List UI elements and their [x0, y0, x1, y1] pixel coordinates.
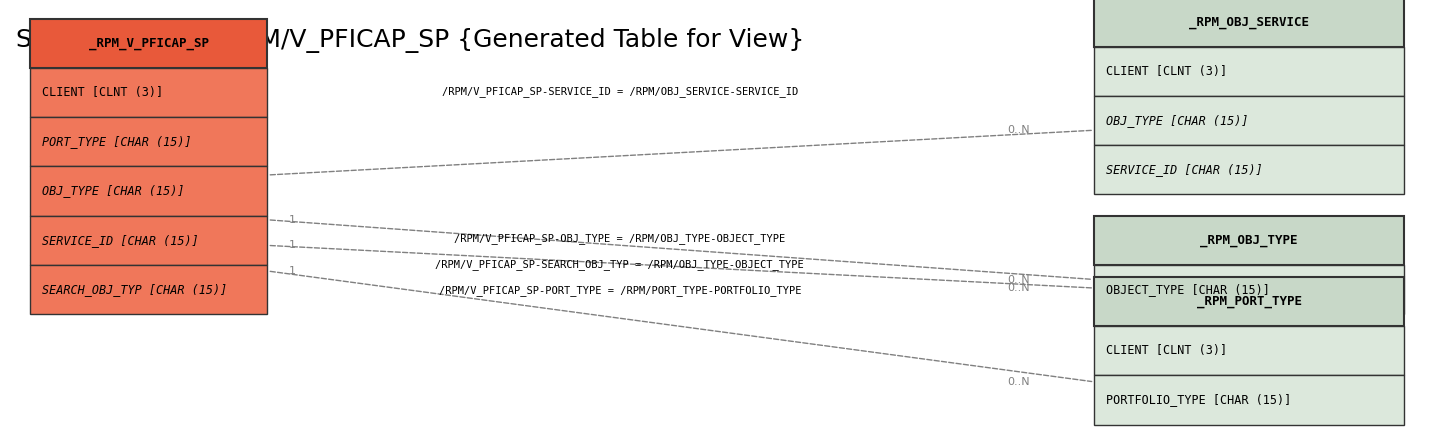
Text: SEARCH_OBJ_TYP [CHAR (15)]: SEARCH_OBJ_TYP [CHAR (15)] — [42, 283, 226, 295]
Bar — [1094, 264, 1404, 314]
Bar — [1094, 96, 1404, 145]
Bar — [30, 264, 268, 314]
Text: 0..N: 0..N — [1007, 283, 1030, 293]
Text: 0..N: 0..N — [1007, 377, 1030, 387]
Text: CLIENT [CLNT (3)]: CLIENT [CLNT (3)] — [42, 86, 163, 99]
Bar — [1094, 0, 1404, 47]
Text: OBJECT_TYPE [CHAR (15)]: OBJECT_TYPE [CHAR (15)] — [1105, 283, 1270, 295]
Bar — [30, 117, 268, 167]
Text: /RPM/V_PFICAP_SP-OBJ_TYPE = /RPM/OBJ_TYPE-OBJECT_TYPE: /RPM/V_PFICAP_SP-OBJ_TYPE = /RPM/OBJ_TYP… — [454, 233, 785, 245]
Bar — [1094, 47, 1404, 96]
Text: _RPM_OBJ_SERVICE: _RPM_OBJ_SERVICE — [1189, 16, 1308, 29]
Bar — [1094, 326, 1404, 376]
Text: OBJ_TYPE [CHAR (15)]: OBJ_TYPE [CHAR (15)] — [1105, 114, 1248, 127]
Text: 1: 1 — [290, 241, 295, 250]
Text: PORT_TYPE [CHAR (15)]: PORT_TYPE [CHAR (15)] — [42, 136, 192, 148]
Text: /RPM/V_PFICAP_SP-SEARCH_OBJ_TYP = /RPM/OBJ_TYPE-OBJECT_TYPE: /RPM/V_PFICAP_SP-SEARCH_OBJ_TYP = /RPM/O… — [435, 259, 804, 270]
Text: /RPM/V_PFICAP_SP-PORT_TYPE = /RPM/PORT_TYPE-PORTFOLIO_TYPE: /RPM/V_PFICAP_SP-PORT_TYPE = /RPM/PORT_T… — [438, 285, 801, 295]
Bar — [30, 216, 268, 264]
Bar — [1094, 216, 1404, 264]
Bar — [1094, 145, 1404, 194]
Bar — [30, 167, 268, 216]
Text: _RPM_PORT_TYPE: _RPM_PORT_TYPE — [1196, 295, 1301, 308]
Text: 1: 1 — [290, 215, 295, 225]
Bar — [1094, 376, 1404, 424]
Text: PORTFOLIO_TYPE [CHAR (15)]: PORTFOLIO_TYPE [CHAR (15)] — [1105, 393, 1291, 407]
Text: CLIENT [CLNT (3)]: CLIENT [CLNT (3)] — [1105, 65, 1228, 78]
Text: CLIENT [CLNT (3)]: CLIENT [CLNT (3)] — [1105, 345, 1228, 358]
Bar — [1094, 277, 1404, 326]
Text: 0..N: 0..N — [1007, 275, 1030, 284]
Text: 1: 1 — [290, 266, 295, 276]
Text: 0..N: 0..N — [1007, 125, 1030, 135]
Text: OBJ_TYPE [CHAR (15)]: OBJ_TYPE [CHAR (15)] — [42, 184, 184, 198]
Bar — [30, 68, 268, 117]
Text: SAP ABAP table /RPM/V_PFICAP_SP {Generated Table for View}: SAP ABAP table /RPM/V_PFICAP_SP {Generat… — [16, 28, 804, 53]
Text: /RPM/V_PFICAP_SP-SERVICE_ID = /RPM/OBJ_SERVICE-SERVICE_ID: /RPM/V_PFICAP_SP-SERVICE_ID = /RPM/OBJ_S… — [442, 86, 798, 97]
Bar — [30, 19, 268, 68]
Text: _RPM_V_PFICAP_SP: _RPM_V_PFICAP_SP — [89, 37, 209, 51]
Text: _RPM_OBJ_TYPE: _RPM_OBJ_TYPE — [1200, 233, 1298, 247]
Text: SERVICE_ID [CHAR (15)]: SERVICE_ID [CHAR (15)] — [1105, 163, 1262, 176]
Text: SERVICE_ID [CHAR (15)]: SERVICE_ID [CHAR (15)] — [42, 233, 199, 247]
